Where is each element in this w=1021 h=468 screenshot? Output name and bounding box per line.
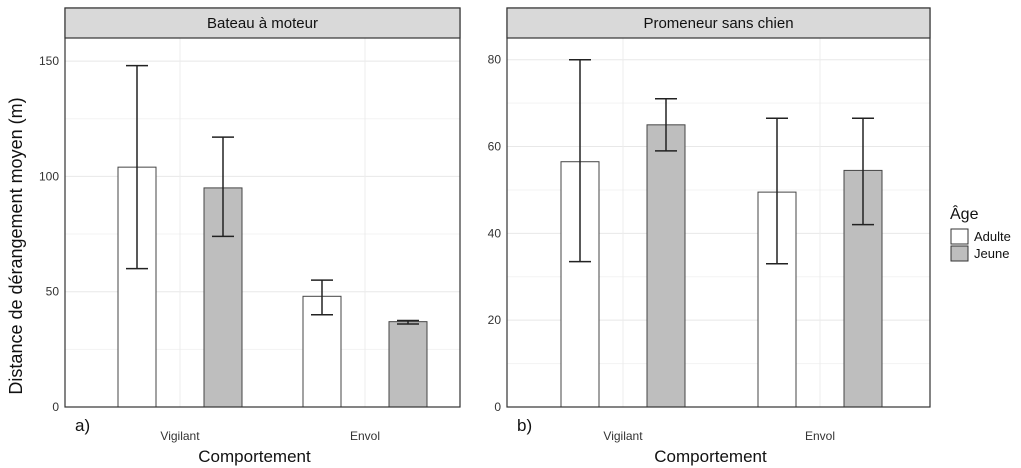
y-tick-label: 0 <box>52 400 59 414</box>
y-tick-label: 50 <box>46 285 60 299</box>
bar-jeune-envol <box>388 321 428 408</box>
panel-tag: a) <box>75 416 90 435</box>
legend: Âge Adulte Jeune <box>950 204 1011 262</box>
legend-swatch-jeune <box>950 245 969 262</box>
facet-strip <box>64 7 461 39</box>
y-tick-label: 60 <box>488 140 502 154</box>
y-tick-label: 80 <box>488 53 502 67</box>
facet-title: Bateau à moteur <box>207 15 318 32</box>
x-axis-title: Comportement <box>198 447 311 466</box>
y-axis-title: Distance de dérangement moyen (m) <box>6 97 26 394</box>
x-tick-label: Envol <box>350 429 380 443</box>
panel-b: 0 20 40 60 80 Promeneur sans chien Vigilant Env… <box>488 7 931 466</box>
panel-a: 0 50 100 150 Bateau à moteur Vigilant Envol Com… <box>39 7 461 466</box>
x-tick-label: Vigilant <box>603 429 643 443</box>
panel-tag: b) <box>517 416 532 435</box>
facet-title: Promeneur sans chien <box>643 15 793 32</box>
y-tick-label: 100 <box>39 169 59 183</box>
y-tick-label: 0 <box>494 400 501 414</box>
legend-label: Adulte <box>974 229 1011 244</box>
legend-title: Âge <box>950 204 979 223</box>
x-tick-label: Envol <box>805 429 835 443</box>
facet-strip <box>506 7 931 39</box>
bar-jeune-vigilant <box>646 124 686 408</box>
legend-label: Jeune <box>974 246 1009 261</box>
y-tick-label: 150 <box>39 54 59 68</box>
legend-swatch-adulte <box>950 228 969 245</box>
y-tick-label: 40 <box>488 226 502 240</box>
y-tick-label: 20 <box>488 313 502 327</box>
x-axis-title: Comportement <box>654 447 767 466</box>
x-tick-label: Vigilant <box>160 429 200 443</box>
